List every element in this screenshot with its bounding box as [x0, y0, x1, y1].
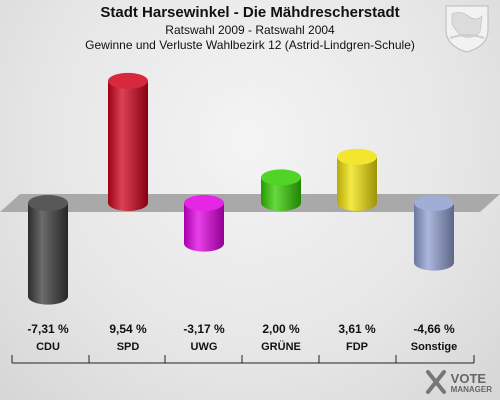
category-label: FDP	[346, 341, 368, 353]
bar-spd	[108, 72, 148, 211]
category-label: Sonstige	[411, 341, 457, 353]
category-axis	[11, 355, 475, 364]
chart-description: Gewinne und Verluste Wahlbezirk 12 (Astr…	[85, 38, 415, 52]
bar-sonstige	[414, 195, 454, 271]
bar-uwg	[184, 195, 224, 252]
category-label: UWG	[191, 341, 218, 353]
value-label: -7,31 %	[27, 322, 69, 336]
bar-grüne	[261, 169, 301, 211]
value-label: -4,66 %	[413, 322, 455, 336]
logo-line-1: VOTE	[450, 371, 487, 386]
bar-fdp	[337, 148, 377, 211]
value-label: -3,17 %	[183, 322, 225, 336]
vote-manager-mark-icon	[426, 370, 446, 394]
chart-title: Stadt Harsewinkel - Die Mähdrescherstadt	[100, 4, 400, 21]
value-label: 3,61 %	[338, 322, 376, 336]
coat-of-arms-icon	[445, 5, 489, 53]
chart-subtitle: Ratswahl 2009 - Ratswahl 2004	[165, 23, 335, 37]
value-label: 2,00 %	[262, 322, 300, 336]
logo-line-2: MANAGER	[450, 385, 492, 394]
category-label: GRÜNE	[261, 340, 301, 353]
bars	[28, 72, 454, 305]
bar-cdu	[28, 195, 68, 305]
vote-manager-logo-text: VOTE MANAGER	[451, 372, 492, 394]
category-label: CDU	[36, 341, 60, 353]
category-label: SPD	[117, 341, 140, 353]
value-label: 9,54 %	[109, 322, 147, 336]
